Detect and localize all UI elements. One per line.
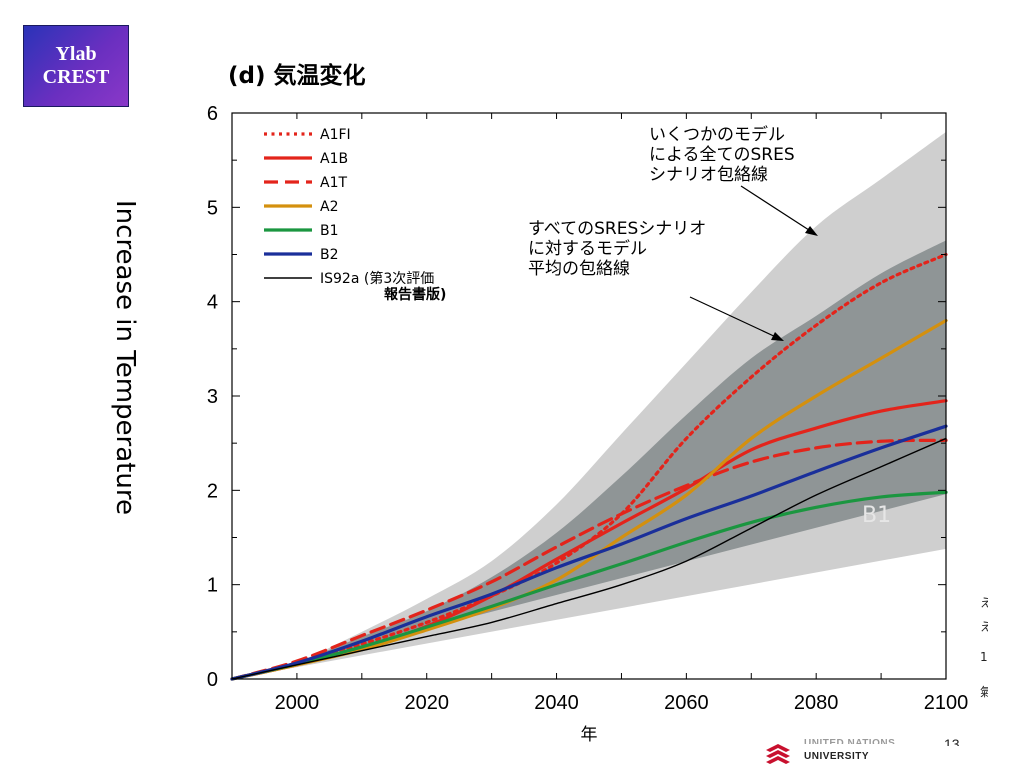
un-university-logo-mark <box>766 744 790 764</box>
edge-text-3: 1 <box>980 650 988 664</box>
legend-label: 報告書版) <box>384 286 446 303</box>
legend-label: A1T <box>320 175 347 191</box>
annotation-arrowhead <box>805 226 818 236</box>
y-tick-label: 6 <box>207 103 218 125</box>
annotation-text: 平均の包絡線 <box>528 259 630 279</box>
y-tick-label: 5 <box>207 197 218 219</box>
legend-label: IS92a (第3次評価 <box>320 270 434 287</box>
y-tick-label: 4 <box>207 292 218 314</box>
annotation-text: シナリオ包絡線 <box>649 165 768 185</box>
series-line-1 <box>230 252 948 681</box>
annotation-arrow <box>740 185 813 233</box>
un-university-org-top: UNITED NATIONS <box>804 738 896 744</box>
logo-line-1: Ylab <box>55 43 97 65</box>
y-tick-label: 1 <box>207 575 218 597</box>
un-university-org: UNIVERSITY <box>804 751 870 762</box>
logo-line-2: CREST <box>42 66 110 88</box>
envelope-band-2 <box>232 240 946 679</box>
y-tick-label: 2 <box>207 480 218 502</box>
x-tick-label: 2080 <box>794 692 839 714</box>
legend-label: A2 <box>320 199 338 215</box>
series-line-3 <box>230 438 948 681</box>
legend-label: A1B <box>320 151 348 167</box>
series-line-7 <box>231 437 947 680</box>
y-tick-label: 0 <box>207 669 218 691</box>
ylab-crest-logo: Ylab CREST <box>23 25 129 107</box>
x-tick-label: 2060 <box>664 692 709 714</box>
legend-label: B2 <box>320 247 339 263</box>
envelope-band-1 <box>232 131 946 679</box>
annotation-text: B1 <box>862 503 891 528</box>
annotation-arrow <box>689 296 779 339</box>
annotation-text: いくつかのモデル <box>649 124 785 145</box>
annotation-text: による全てのSRES <box>649 145 795 165</box>
legend-label: B1 <box>320 223 339 239</box>
x-tick-label: 2000 <box>275 692 320 714</box>
y-tick-label: 3 <box>207 386 218 408</box>
series-line-4 <box>230 318 948 681</box>
x-tick-label: 2040 <box>534 692 579 714</box>
annotation-text: に対するモデル <box>528 238 647 259</box>
edge-text-1: え <box>980 596 988 610</box>
edge-text-2: え <box>980 620 988 634</box>
series-line-6 <box>230 424 948 681</box>
page-number: 13 <box>944 736 960 746</box>
annotation-text: すべてのSRESシナリオ <box>528 219 706 239</box>
annotation-arrowhead <box>771 332 784 341</box>
x-tick-label: 2020 <box>404 692 449 714</box>
series-line-5 <box>230 490 948 681</box>
legend-label: A1FI <box>320 127 351 143</box>
chart-title: (d) 気温変化 <box>228 62 366 89</box>
edge-text-4: 氣 <box>980 685 988 699</box>
x-tick-label: 2100 <box>924 692 969 714</box>
x-axis-label: 年 <box>581 725 598 745</box>
